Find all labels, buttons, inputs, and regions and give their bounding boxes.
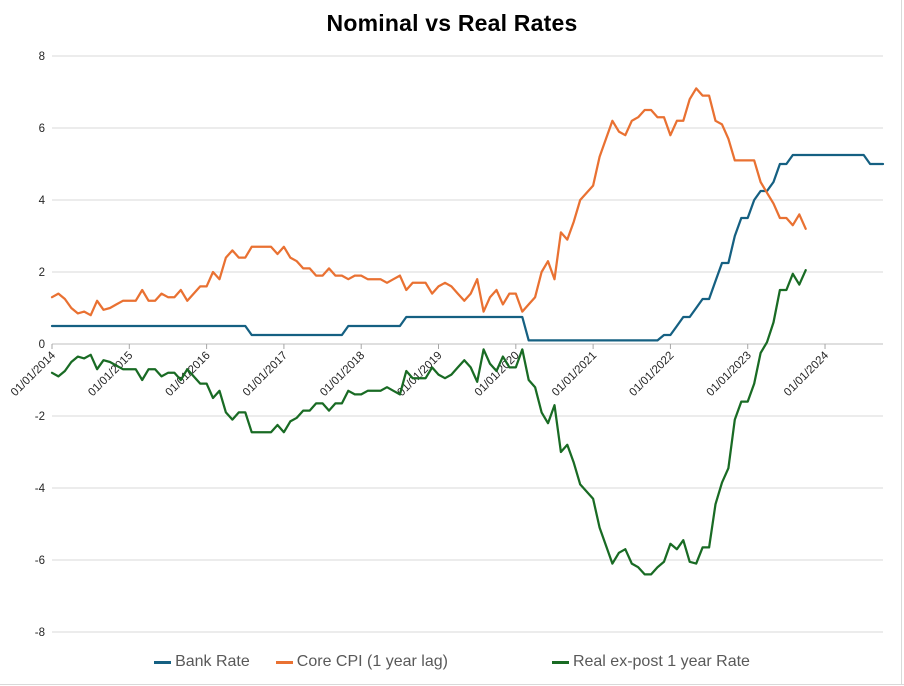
legend-item-bank-rate: Bank Rate: [154, 653, 250, 671]
legend-label-real-rate: Real ex-post 1 year Rate: [572, 653, 750, 670]
legend-item-core-cpi: Core CPI (1 year lag): [275, 653, 448, 671]
x-tick-label: 01/01/2018: [318, 350, 367, 399]
y-tick-label: 4: [39, 195, 46, 207]
x-tick-label: 01/01/2016: [164, 350, 213, 399]
bank-rate-line-marker-icon: [154, 660, 172, 664]
y-tick-label: -8: [35, 627, 45, 639]
chart-frame-right-border: [901, 0, 902, 684]
x-tick-label: 01/01/2023: [705, 350, 754, 399]
legend-item-real-rate: Real ex-post 1 year Rate: [551, 653, 750, 671]
chart-frame-bottom-border: [0, 684, 904, 685]
x-tick-label: 01/01/2020: [473, 350, 522, 399]
x-tick-label: 01/01/2017: [241, 350, 290, 399]
y-tick-label: -6: [35, 555, 45, 567]
legend: Bank Rate Core CPI (1 year lag) Real ex-…: [0, 646, 904, 678]
x-tick-label: 01/01/2024: [782, 349, 832, 399]
x-tick-label: 01/01/2022: [627, 350, 676, 399]
y-tick-label: 0: [39, 339, 45, 351]
series-line-core-cpi-1-year-lag-: [50, 87, 807, 317]
real-rate-line-marker-icon: [551, 660, 569, 664]
x-tick-label: 01/01/2014: [9, 349, 59, 399]
series-line-real-ex-post-1-year-rate: [50, 269, 807, 576]
legend-label-core-cpi: Core CPI (1 year lag): [296, 653, 448, 670]
x-tick-label: 01/01/2021: [550, 350, 599, 399]
legend-label-bank-rate: Bank Rate: [175, 653, 250, 670]
core-cpi-line-marker-icon: [275, 660, 293, 664]
x-tick-label: 01/01/2015: [86, 350, 135, 399]
y-tick-label: -4: [35, 483, 46, 495]
series-line-bank-rate: [50, 153, 885, 342]
y-tick-label: 8: [39, 51, 45, 63]
y-tick-label: 2: [39, 267, 45, 279]
y-tick-label: -2: [35, 411, 45, 423]
y-tick-label: 6: [39, 123, 45, 135]
chart-title: Nominal vs Real Rates: [326, 10, 578, 36]
